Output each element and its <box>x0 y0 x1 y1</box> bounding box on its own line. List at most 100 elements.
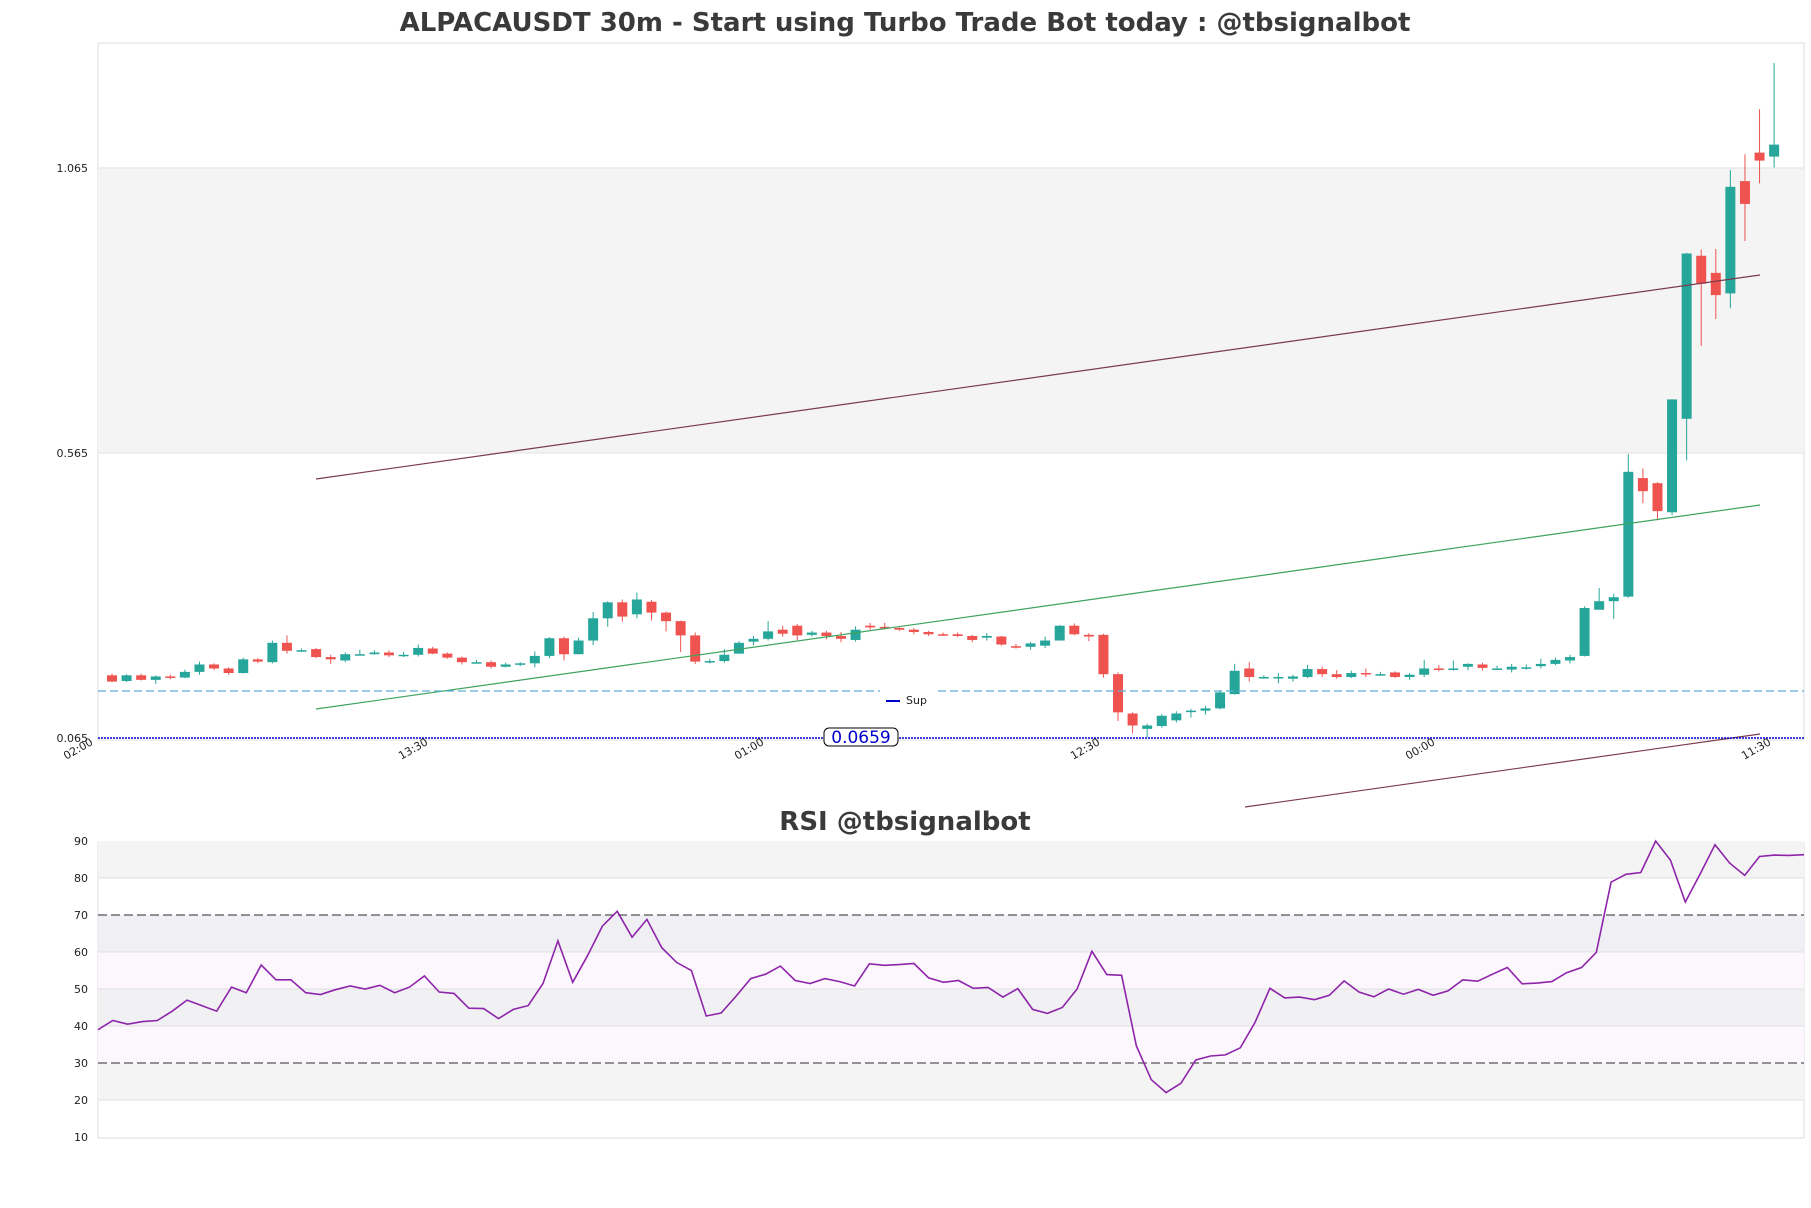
candle-body <box>865 625 876 628</box>
rsi-line <box>97 839 1805 1094</box>
candle-body <box>763 631 774 639</box>
support-legend-label: Sup <box>906 694 927 707</box>
rsi-band-mid-lower <box>98 1026 1804 1063</box>
candle-body <box>1506 666 1517 670</box>
candle-body <box>121 675 132 681</box>
rsi-tick-label: 30 <box>74 1057 88 1070</box>
price-tick-label: 1.065 <box>57 162 89 175</box>
rsi-chart-title: RSI @tbsignalbot <box>779 807 1030 837</box>
candle-body <box>1535 663 1546 667</box>
candle-body <box>573 640 584 655</box>
candle-body <box>1025 643 1036 647</box>
candle-body <box>1346 673 1357 678</box>
candle-body <box>1579 608 1590 656</box>
candle-body <box>471 662 482 664</box>
candle-body <box>1550 659 1561 664</box>
candle-body <box>938 634 949 636</box>
candle-body <box>252 659 263 662</box>
candle-body <box>1696 255 1707 284</box>
candle-body <box>996 636 1007 645</box>
candle-body <box>1287 676 1298 679</box>
candle-body <box>515 663 526 665</box>
rsi-band-mid-upper <box>98 952 1804 989</box>
rsi-tick-label: 60 <box>74 946 88 959</box>
candle-body <box>1171 713 1182 721</box>
candle-body <box>296 650 307 652</box>
candle-body <box>1317 669 1328 675</box>
candle-body <box>1229 670 1240 695</box>
candle-body <box>384 652 395 656</box>
rsi-tick-label: 20 <box>74 1094 88 1107</box>
candle-body <box>1652 483 1663 512</box>
candle-body <box>1258 677 1269 679</box>
lower-channel-trendline <box>1244 733 1761 808</box>
candle-body <box>1739 181 1750 204</box>
candle-body <box>267 642 278 663</box>
candle-body <box>179 671 190 678</box>
candle-body <box>1623 471 1634 597</box>
candle-body <box>1462 663 1473 667</box>
rsi-tick-label: 40 <box>74 1020 88 1033</box>
candle-body <box>1404 674 1415 678</box>
price-tick-label: 0.565 <box>57 447 89 460</box>
candle-body <box>223 668 234 674</box>
current-price-box <box>823 727 899 747</box>
candle-body <box>1594 601 1605 610</box>
rsi-band-bottom <box>98 1063 1804 1100</box>
candle-body <box>675 621 686 636</box>
candle-body <box>1010 646 1021 648</box>
price-tick-label: 0.065 <box>57 732 89 745</box>
price-zone-band <box>98 168 1804 453</box>
candle-body <box>806 632 817 635</box>
candle-body <box>1215 692 1226 709</box>
candle-body <box>107 675 117 682</box>
rsi-tick-label: 10 <box>74 1131 88 1144</box>
candle-body <box>1054 625 1065 641</box>
candle-body <box>325 657 336 660</box>
candle-body <box>1521 667 1532 669</box>
candle-body <box>194 664 205 672</box>
candle-body <box>719 654 730 662</box>
rsi-band-upper <box>98 915 1804 952</box>
candle-body <box>792 625 803 636</box>
candle-body <box>1360 673 1371 675</box>
candle-body <box>923 631 934 635</box>
candle-body <box>704 661 715 663</box>
candle-body <box>733 642 744 654</box>
candle-body <box>777 629 788 634</box>
candle-body <box>1083 634 1094 637</box>
candle-body <box>1419 668 1430 675</box>
candle-body <box>1754 152 1765 161</box>
candle-body <box>850 629 861 640</box>
rsi-band-mid <box>98 989 1804 1026</box>
candle-body <box>967 635 978 640</box>
candle-body <box>1185 710 1196 713</box>
candle-body <box>238 659 249 674</box>
candle-body <box>1725 186 1736 294</box>
candle-body <box>836 635 846 639</box>
candle-body <box>354 654 365 656</box>
candle-body <box>1637 478 1648 492</box>
current-price-label: 0.0659 <box>831 728 890 748</box>
candle-body <box>1375 674 1386 676</box>
upper-trendline <box>315 274 1761 480</box>
candle-body <box>1156 715 1167 727</box>
candle-body <box>486 662 497 667</box>
candle-body <box>748 638 759 642</box>
candle-body <box>1069 625 1080 635</box>
lower-trendline <box>315 504 1761 710</box>
candle-body <box>500 664 511 667</box>
candle-body <box>1244 668 1255 678</box>
candle-body <box>1681 253 1692 419</box>
candle-body <box>661 612 672 622</box>
candle-body <box>1390 672 1401 678</box>
candle-body <box>442 653 453 658</box>
candle-body <box>558 638 569 655</box>
candle-body <box>1710 272 1721 296</box>
candle-body <box>1769 144 1780 157</box>
candle-body <box>529 655 540 664</box>
candle-body <box>908 629 919 632</box>
candle-body <box>1302 669 1313 678</box>
candle-body <box>879 626 890 629</box>
